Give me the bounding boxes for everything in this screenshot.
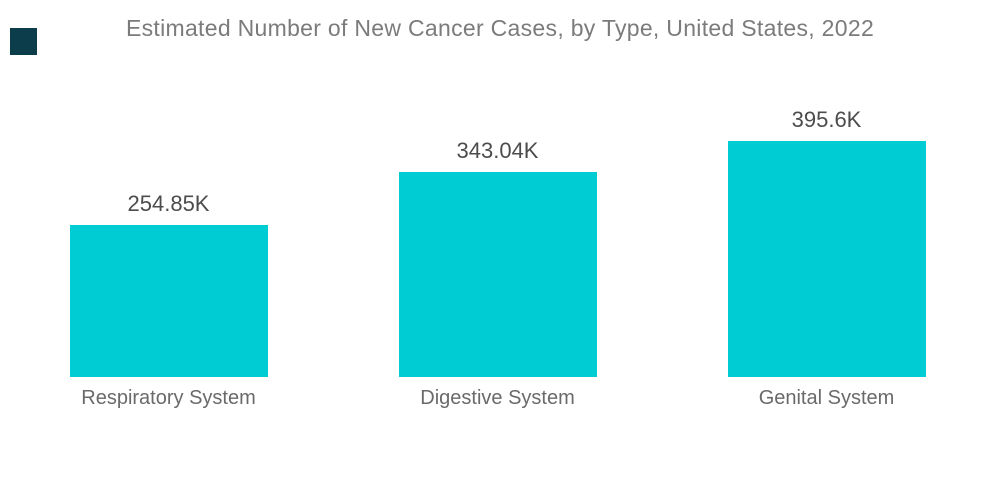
bar-group-respiratory-system: 254.85K Respiratory System	[4, 0, 333, 504]
category-label-digestive-system: Digestive System	[420, 387, 575, 409]
category-label-respiratory-system: Respiratory System	[81, 387, 256, 409]
category-label-genital-system: Genital System	[758, 387, 895, 409]
bar-respiratory-system	[69, 225, 268, 377]
bar-group-genital-system: 395.6K Genital System	[662, 0, 991, 504]
value-label-respiratory-system: 254.85K	[127, 191, 210, 216]
brand-logo-square	[10, 28, 37, 55]
bar-digestive-system	[398, 172, 597, 377]
value-label-genital-system: 395.6K	[791, 107, 862, 132]
bar-chart-plot-area: 254.85K Respiratory System 343.04K Digestiv…	[4, 0, 991, 504]
bar-genital-system	[727, 141, 926, 377]
value-label-digestive-system: 343.04K	[456, 138, 539, 163]
chart-title: Estimated Number of New Cancer Cases, by…	[125, 15, 875, 41]
bar-group-digestive-system: 343.04K Digestive System	[333, 0, 662, 504]
